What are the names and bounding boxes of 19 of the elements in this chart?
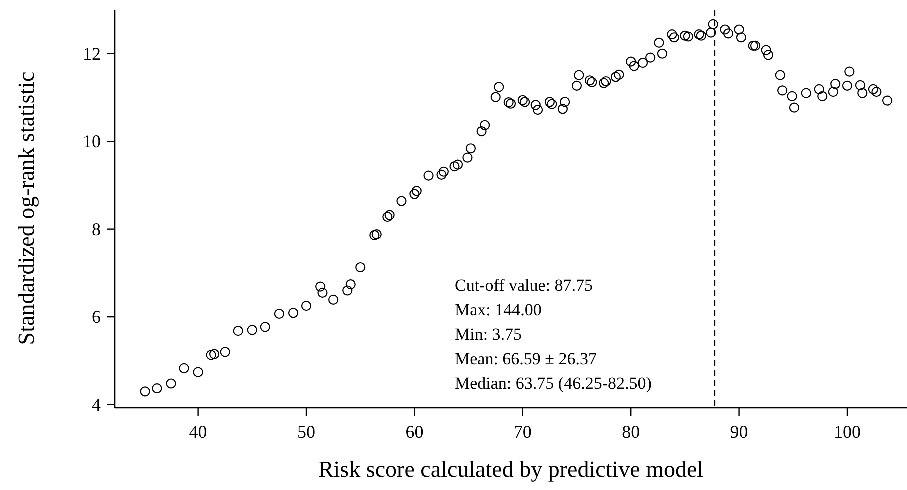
x-tick-label: 40 (189, 422, 208, 442)
y-tick-label: 8 (92, 219, 101, 240)
annotation: Max: 144.00 (455, 300, 542, 320)
x-tick-label: 60 (406, 422, 424, 442)
annotation: Median: 63.75 (46.25-82.50) (455, 374, 652, 393)
annotation: Mean: 66.59 ± 26.37 (455, 350, 598, 368)
x-tick-label: 70 (514, 422, 532, 442)
annotation: Cut-off value: 87.75 (455, 276, 594, 295)
x-tick-label: 90 (730, 422, 748, 442)
y-tick-label: 6 (92, 307, 101, 328)
y-tick-label: 4 (92, 394, 101, 415)
y-tick-label: 10 (83, 132, 101, 152)
x-tick-label: 50 (298, 422, 316, 442)
x-axis-title: Risk score calculated by predictive model (318, 457, 704, 482)
y-axis-title: Standardized og-rank statistic (14, 72, 39, 346)
x-tick-label: 80 (622, 422, 640, 442)
x-tick-label: 100 (834, 422, 861, 442)
annotation: Min: 3.75 (455, 325, 522, 344)
y-tick-label: 12 (83, 44, 101, 64)
